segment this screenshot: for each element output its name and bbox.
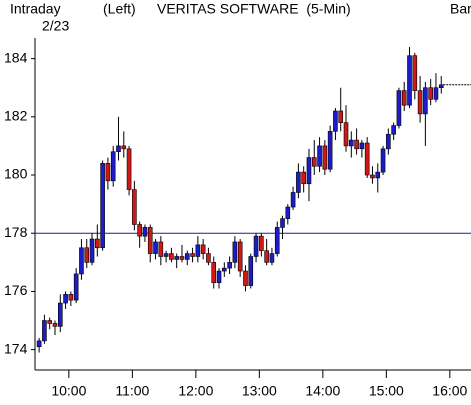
candle-body <box>132 189 137 225</box>
candle-body <box>386 133 391 150</box>
candle-body <box>73 273 79 301</box>
y-tick-label: 174 <box>4 340 28 356</box>
candle-body <box>95 238 100 249</box>
candle-body <box>359 142 365 150</box>
candle-body <box>190 253 195 257</box>
candle-body <box>349 139 354 147</box>
candle-body <box>147 227 153 254</box>
candle-body <box>243 270 248 286</box>
y-tick-label: 178 <box>4 224 28 240</box>
candle-body <box>195 244 201 257</box>
candle-body <box>380 148 386 173</box>
y-tick-label: 182 <box>4 108 28 124</box>
candle-body <box>274 227 280 254</box>
candle-body <box>89 238 95 263</box>
x-tick-label: 11:00 <box>115 383 149 399</box>
candle-body <box>259 235 264 251</box>
candle-body <box>142 227 148 237</box>
y-tick-label: 184 <box>4 49 28 65</box>
candle-body <box>100 163 105 249</box>
candle-body <box>438 84 444 89</box>
candle-body <box>174 256 179 260</box>
candle-body <box>391 125 396 135</box>
y-tick-label: 176 <box>4 282 28 298</box>
header-mode: Bar <box>450 1 471 17</box>
candle-body <box>105 163 111 182</box>
candle-body <box>84 247 90 263</box>
candle-body <box>227 262 232 269</box>
x-tick-label: 15:00 <box>369 383 404 399</box>
candle-body <box>79 247 84 275</box>
candle-body <box>311 157 317 167</box>
candle-body <box>52 323 58 327</box>
x-tick-label: 10:00 <box>51 383 86 399</box>
candle-body <box>370 174 375 179</box>
candle-body <box>248 256 254 286</box>
candle-body <box>428 87 433 100</box>
candle-body <box>116 145 121 153</box>
candle-body <box>63 294 68 304</box>
candle-body <box>179 256 185 260</box>
candle-body <box>137 224 142 237</box>
candle-body <box>343 122 349 147</box>
header-date: 2/23 <box>42 18 69 34</box>
candle-body <box>354 139 359 150</box>
candle-body <box>327 131 333 170</box>
candle-body <box>364 142 370 176</box>
candle-body <box>211 262 217 283</box>
candle-body <box>317 145 322 167</box>
candle-body <box>306 157 312 185</box>
candle-body <box>333 110 338 132</box>
candle-body <box>296 171 301 193</box>
candle-body <box>407 55 412 106</box>
x-tick-label: 16:00 <box>432 383 467 399</box>
y-tick-label: 180 <box>4 166 28 182</box>
candle-body <box>110 151 116 182</box>
header-label: Intraday <box>10 1 61 17</box>
candle-body <box>222 267 227 272</box>
candle-body <box>36 340 42 348</box>
candle-body <box>68 294 74 301</box>
candle-body <box>417 90 423 115</box>
candle-body <box>253 235 259 257</box>
candle-body <box>375 171 381 179</box>
candle-body <box>264 250 269 263</box>
candle-body <box>184 253 190 260</box>
candle-body <box>396 90 402 126</box>
candle-body <box>153 241 158 254</box>
candle-body <box>216 270 222 283</box>
x-tick-label: 12:00 <box>178 383 213 399</box>
candle-body <box>338 110 344 123</box>
chart-title: VERITAS SOFTWARE (5-Min) <box>157 1 351 17</box>
candle-body <box>47 320 52 324</box>
candle-body <box>126 148 132 190</box>
candle-body <box>206 253 211 263</box>
candle-body <box>290 192 296 208</box>
candle-body <box>169 253 174 260</box>
candle-body <box>285 206 291 219</box>
candle-body <box>163 253 169 257</box>
candle-body <box>269 253 275 263</box>
x-tick-label: 14:00 <box>305 383 340 399</box>
x-tick-label: 13:00 <box>242 383 277 399</box>
candle-body <box>301 171 306 185</box>
candle-body <box>57 302 63 327</box>
candle-body <box>158 241 164 257</box>
candle-body <box>121 145 127 150</box>
candle-body <box>401 90 407 106</box>
candle-body <box>280 218 285 228</box>
candle-body <box>232 241 238 263</box>
candle-body <box>412 55 418 91</box>
header-side: (Left) <box>103 1 136 17</box>
candle-body <box>42 320 47 342</box>
candle-body <box>322 145 328 170</box>
candle-body <box>433 87 439 100</box>
candle-body <box>200 244 206 254</box>
candle-body <box>237 241 243 272</box>
candle-body <box>423 87 428 115</box>
